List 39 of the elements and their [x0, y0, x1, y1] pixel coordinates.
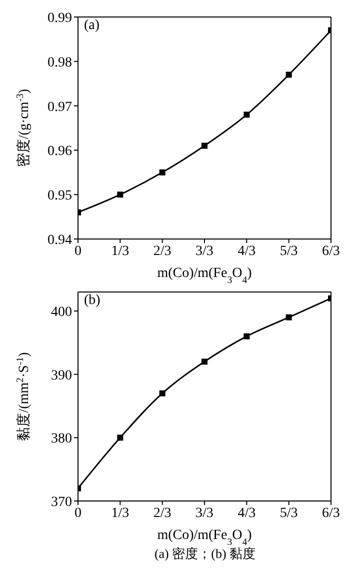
x-tick-label: 6/3 [322, 244, 340, 259]
annotation: (b) [84, 293, 100, 309]
y-tick-label: 0.95 [48, 188, 72, 204]
x-tick-label: 3/3 [196, 244, 214, 259]
y-tick-label: 0.99 [48, 10, 72, 26]
point [117, 192, 124, 198]
y-tick-label: 0.94 [48, 232, 72, 248]
point [244, 112, 250, 118]
y-tick-label: 390 [51, 368, 72, 384]
x-tick-label: 0 [74, 506, 82, 521]
text: (a) 密度；(b) 黏度 [153, 545, 257, 563]
x-tick-label: 4/3 [238, 506, 256, 521]
point [159, 169, 166, 176]
y-tick-label: 400 [51, 304, 72, 320]
y-tick-label: 370 [51, 494, 72, 510]
x-axis-title: m(Co)/m(Fe$_{3}$O$_{4}$) [157, 528, 252, 548]
y-tick-label: 0.98 [48, 55, 72, 70]
x-tick-label: 0 [74, 244, 82, 259]
annotation: (a) [84, 18, 100, 34]
y-tick-label: 0.96 [48, 144, 72, 160]
point [117, 434, 124, 441]
point [202, 358, 208, 365]
y-tick-label: 0.97 [48, 100, 72, 115]
point [244, 333, 250, 340]
y-tick-label: 380 [51, 432, 72, 447]
x-tick-label: 2/3 [153, 506, 172, 521]
x-tick-label: 4/3 [238, 244, 256, 259]
x-tick-label: 6/3 [322, 506, 340, 521]
point [202, 142, 208, 149]
point [159, 390, 166, 396]
x-axis-title: m(Co)/m(Fe$_{3}$O$_{4}$) [157, 266, 252, 286]
point [286, 314, 292, 320]
x-tick-label: 1/3 [111, 506, 130, 521]
x-tick-label: 5/3 [280, 506, 298, 521]
x-tick-label: 2/3 [153, 244, 172, 259]
point [286, 72, 292, 78]
x-tick-label: 1/3 [111, 244, 130, 259]
x-tick-label: 5/3 [280, 244, 298, 259]
x-tick-label: 3/3 [196, 506, 214, 521]
